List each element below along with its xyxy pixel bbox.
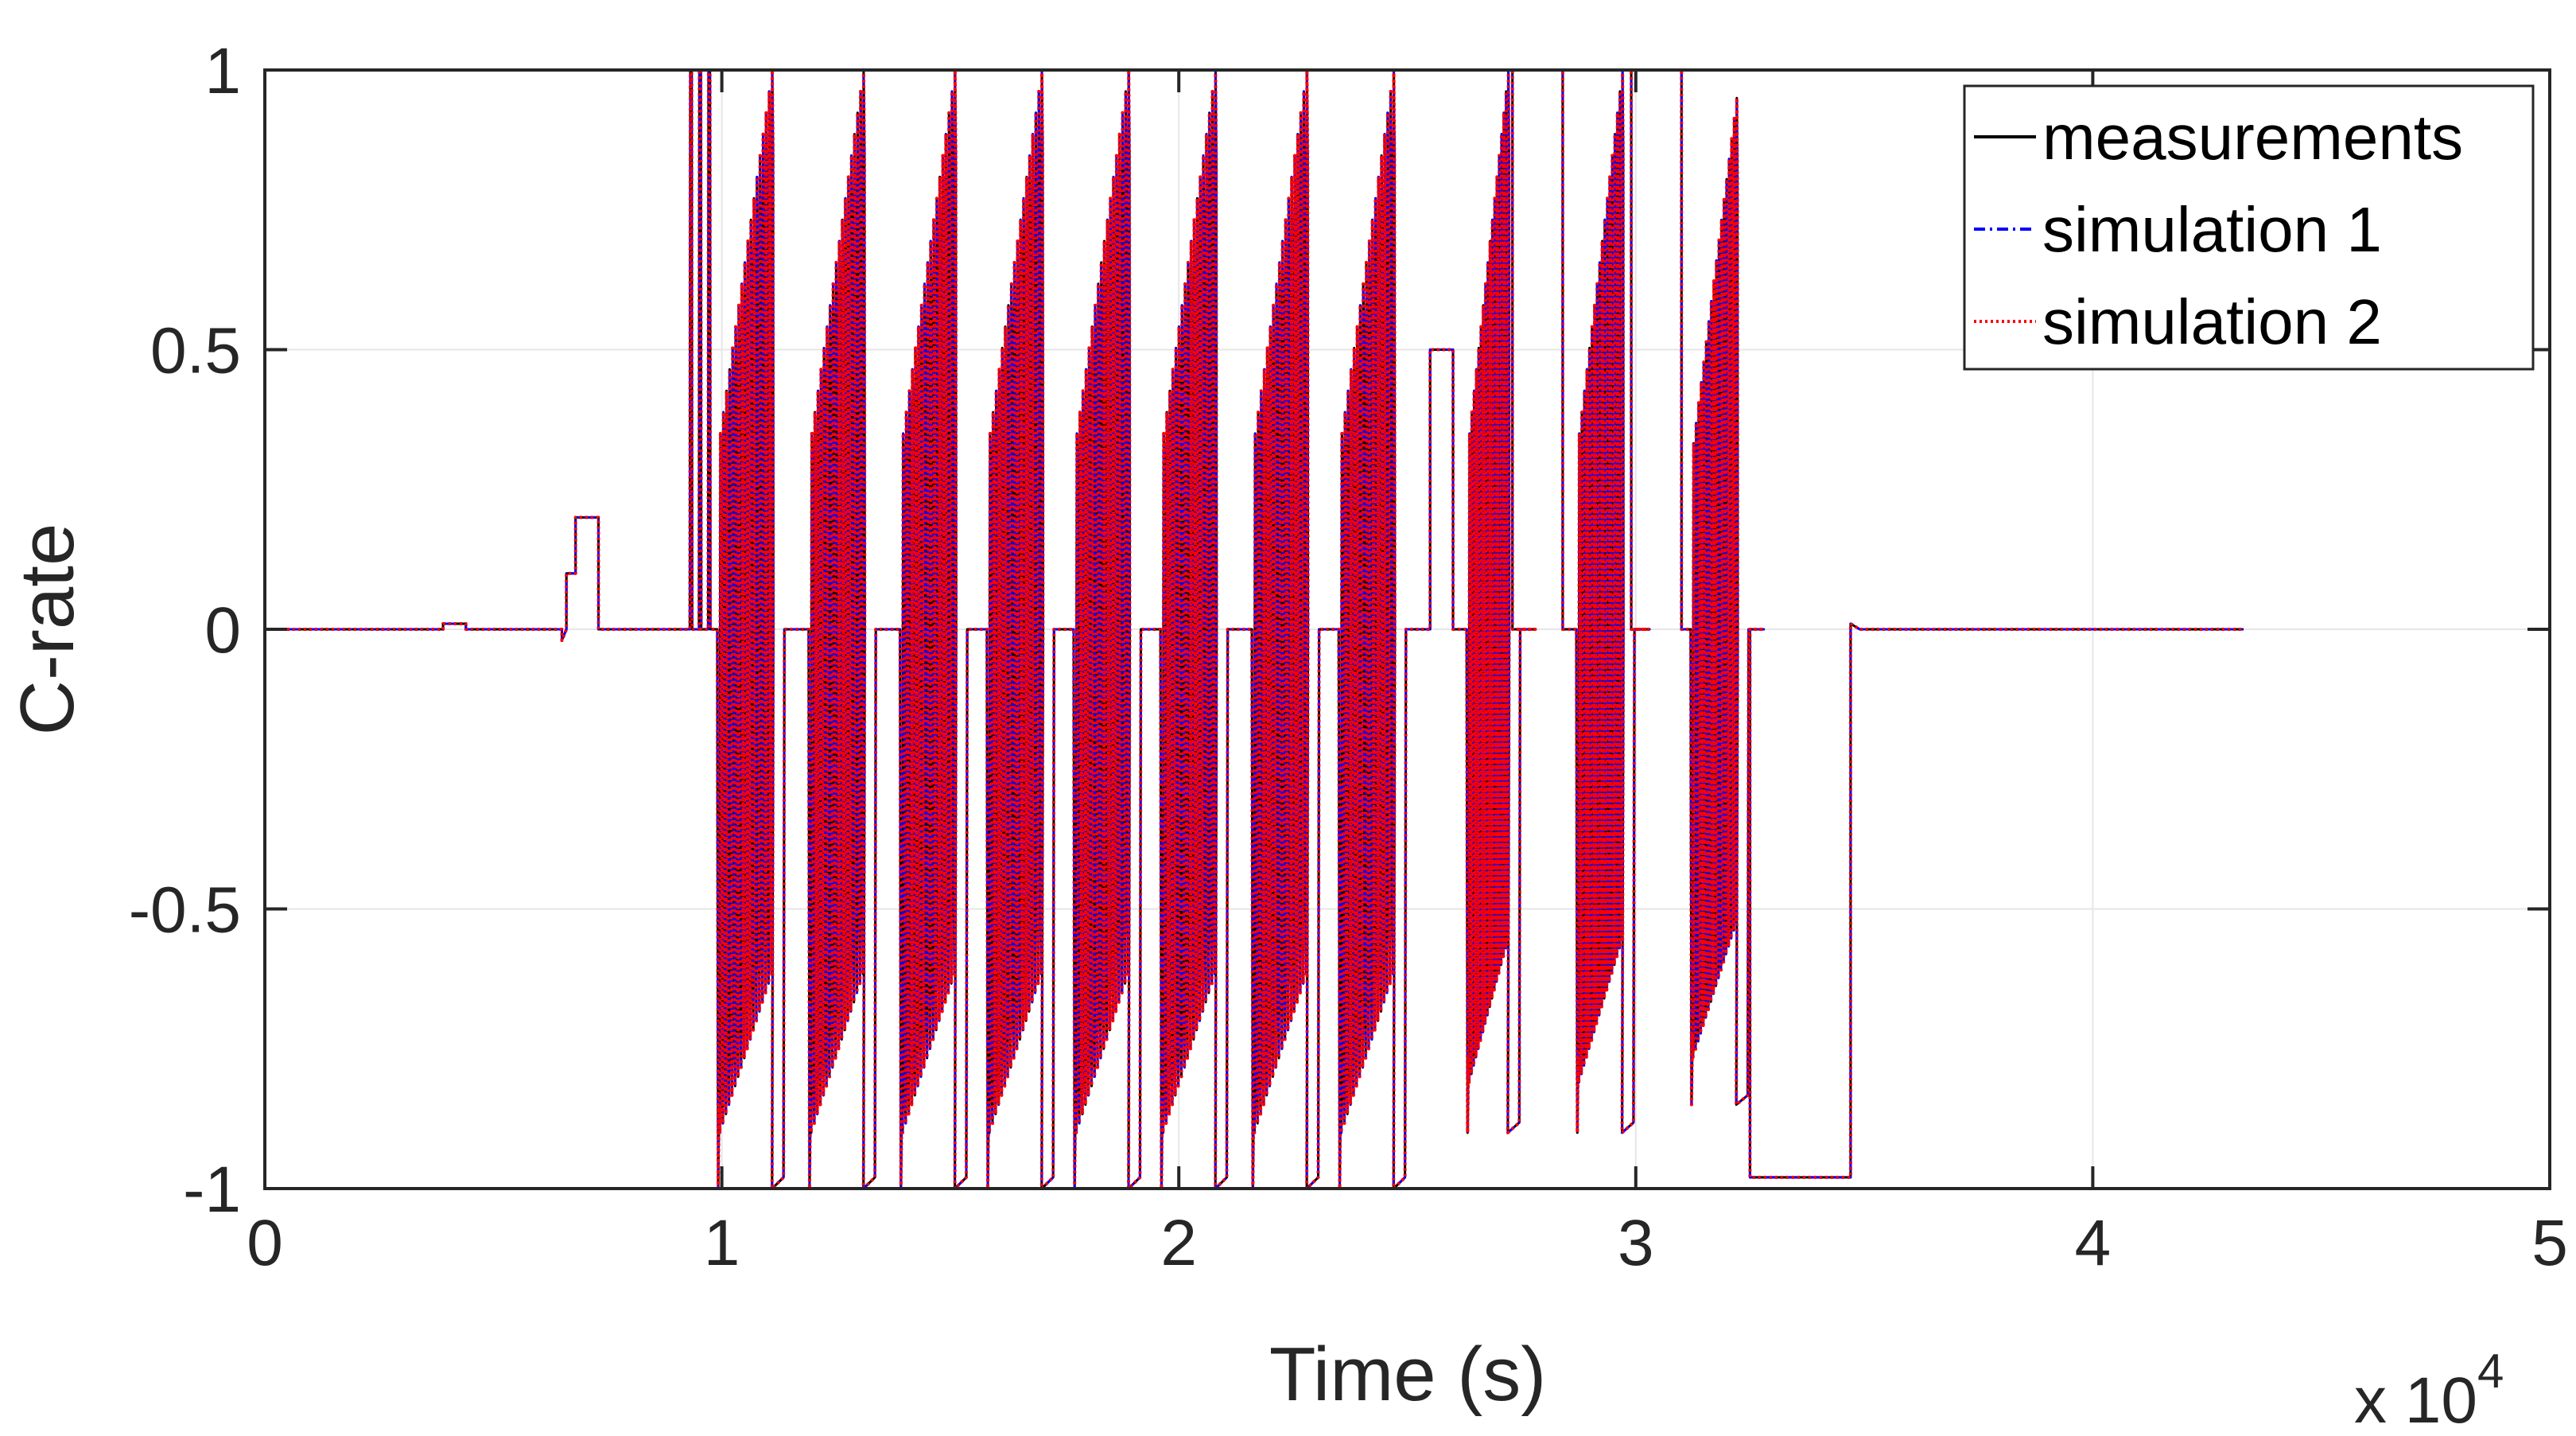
x-tick-label: 5 — [2531, 1207, 2568, 1279]
y-tick-label: 0.5 — [150, 315, 241, 387]
y-tick-label: 1 — [204, 35, 241, 107]
x-multiplier-base: x 10 — [2354, 1364, 2477, 1436]
x-tick-label: 0 — [247, 1207, 283, 1279]
x-tick-label: 4 — [2075, 1207, 2112, 1279]
legend-label-measurements: measurements — [2042, 102, 2463, 173]
legend-box — [1963, 84, 2535, 371]
x-axis-multiplier: x 104 — [2354, 1345, 2504, 1436]
x-tick-label: 3 — [1618, 1207, 1654, 1279]
x-axis-label: Time (s) — [1269, 1332, 1546, 1417]
x-tick-label: 1 — [704, 1207, 740, 1279]
legend-label-simulation-1: simulation 1 — [2042, 194, 2382, 265]
x-tick-label: 2 — [1160, 1207, 1197, 1279]
y-tick-label: -1 — [183, 1154, 241, 1226]
tick-labels: 0 1 2 3 4 5 -1 -0.5 0 0.5 1 — [129, 35, 2568, 1279]
plot-area — [265, 68, 2244, 1190]
legend-label-simulation-2: simulation 2 — [2042, 286, 2382, 357]
series-line-simulation-2 — [265, 68, 2244, 1190]
x-multiplier-exponent: 4 — [2477, 1345, 2504, 1398]
y-tick-label: -0.5 — [129, 874, 241, 947]
y-tick-label: 0 — [204, 594, 241, 667]
y-axis-label: C-rate — [5, 523, 90, 736]
legend: measurements simulation 1 simulation 2 — [1963, 84, 2535, 371]
